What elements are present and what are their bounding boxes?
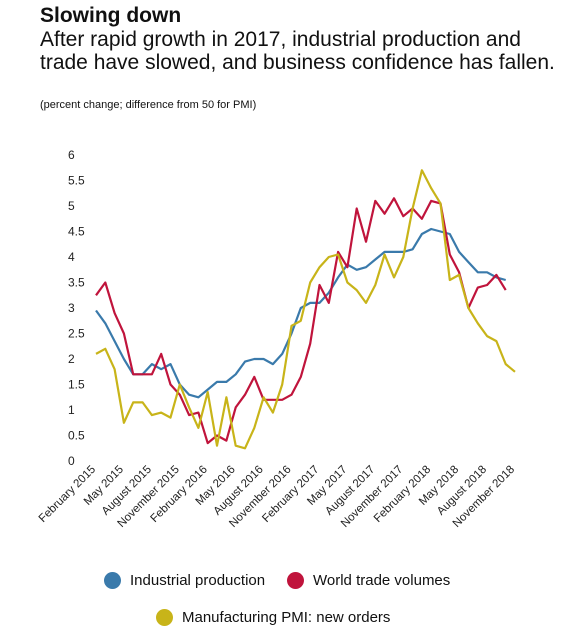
y-tick-label: 4 xyxy=(68,250,75,264)
series-lines xyxy=(95,169,516,450)
y-tick-label: 0 xyxy=(68,454,75,468)
legend-swatch-manufacturing-pmi xyxy=(156,609,173,626)
legend-swatch-world-trade-volumes xyxy=(287,572,304,589)
legend-swatch-industrial-production xyxy=(104,572,121,589)
legend-label-industrial-production: Industrial production xyxy=(130,572,266,589)
series-line-industrial-production xyxy=(95,227,506,399)
y-tick-label: 1.5 xyxy=(68,378,85,392)
y-tick-label: 2.5 xyxy=(68,327,85,341)
y-tick-label: 2 xyxy=(68,352,75,366)
y-axis: 0 0.5 1 1.5 2 2.5 3 3.5 4 4.5 5 5.5 6 xyxy=(68,148,85,468)
y-tick-label: 6 xyxy=(68,148,75,162)
legend-item-world-trade-volumes: World trade volumes xyxy=(287,572,450,589)
series-line-world-trade-volumes xyxy=(95,197,507,445)
y-tick-label: 1 xyxy=(68,403,75,417)
y-tick-label: 4.5 xyxy=(68,225,85,239)
legend-item-manufacturing-pmi: Manufacturing PMI: new orders xyxy=(156,609,390,626)
y-tick-label: 5 xyxy=(68,199,75,213)
y-tick-label: 3 xyxy=(68,301,75,315)
series-line-manufacturing-pmi-new-orders xyxy=(95,169,516,450)
legend-item-industrial-production: Industrial production xyxy=(104,572,265,589)
chart-subtitle: After rapid growth in 2017, industrial p… xyxy=(40,28,555,74)
legend-label-world-trade-volumes: World trade volumes xyxy=(313,572,451,589)
legend-label-manufacturing-pmi: Manufacturing PMI: new orders xyxy=(182,609,391,626)
y-tick-label: 3.5 xyxy=(68,276,85,290)
chart-title: Slowing down xyxy=(40,4,182,27)
units-note: (percent change; difference from 50 for … xyxy=(40,99,257,111)
y-tick-label: 5.5 xyxy=(68,174,85,188)
y-tick-label: 0.5 xyxy=(68,429,85,443)
